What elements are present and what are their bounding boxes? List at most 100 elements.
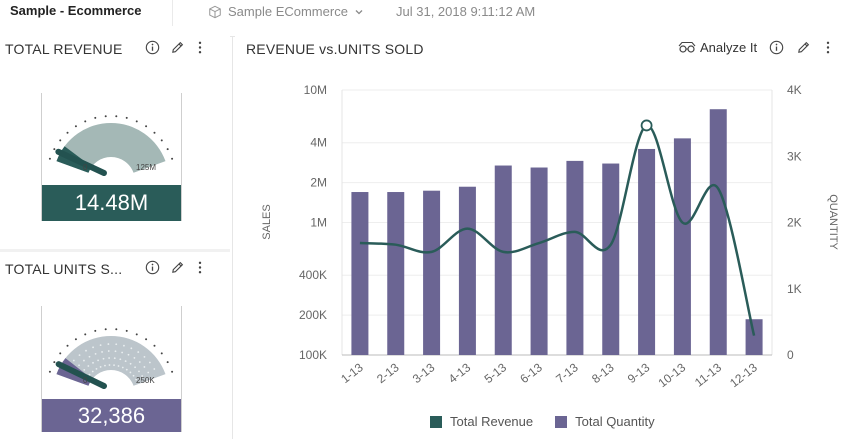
gauge-texture-dot xyxy=(78,354,81,357)
gauge-tick xyxy=(171,157,174,160)
gauge-dial xyxy=(48,115,174,176)
gauge-texture-dot xyxy=(78,364,80,367)
gauge-texture-dot xyxy=(99,366,102,368)
info-icon[interactable] xyxy=(145,40,160,55)
gauge-texture-dot xyxy=(147,371,150,374)
top-bar: Sample - Ecommerce Sample ECommerce Jul … xyxy=(0,0,846,28)
legend-label: Total Quantity xyxy=(575,414,655,429)
gauge-tick xyxy=(160,139,163,142)
gauge-texture-dot xyxy=(153,368,156,370)
revenue-value: 14.48M xyxy=(42,185,181,221)
gauge-texture-dot xyxy=(99,344,102,346)
gauge-tick xyxy=(125,116,128,119)
gauge-needle xyxy=(55,361,107,389)
gauge-tick xyxy=(160,352,163,355)
gauge-texture-dot xyxy=(148,361,151,364)
gauge-texture-dot xyxy=(133,357,136,359)
analyze-it-button[interactable]: Analyze It xyxy=(678,40,757,55)
gauge-texture-dot xyxy=(107,350,110,352)
legend-item-revenue[interactable]: Total Revenue xyxy=(430,414,533,429)
gauge-texture-dot xyxy=(95,367,98,370)
legend-label: Total Revenue xyxy=(450,414,534,429)
gauge-dial xyxy=(48,328,174,389)
column-divider xyxy=(232,36,233,439)
gauge-tick xyxy=(145,338,148,341)
revenue-gauge: 0 125M 14.48M xyxy=(41,93,182,221)
gauge-tick xyxy=(145,125,148,128)
edit-pencil-icon[interactable] xyxy=(170,260,185,275)
gauge-tick xyxy=(53,148,56,151)
more-options-icon[interactable] xyxy=(195,260,205,275)
gauge-tick xyxy=(59,352,62,355)
gauge-texture-dot xyxy=(92,361,94,364)
gauge-texture-dot xyxy=(121,366,124,369)
gauge-tick xyxy=(135,333,138,336)
gauge-texture-dot xyxy=(85,349,87,352)
gauge-texture-dot xyxy=(83,359,85,362)
gauge-tick xyxy=(166,361,169,364)
gauge-tick xyxy=(166,148,169,151)
gauge-texture-dot xyxy=(138,361,141,363)
gauge-texture-dot xyxy=(130,347,133,350)
glasses-icon xyxy=(678,41,696,53)
more-options-icon[interactable] xyxy=(823,40,833,55)
gauge-texture-dot xyxy=(108,357,111,359)
gauge-texture-dot xyxy=(141,375,144,377)
widget-title: REVENUE vs.UNITS SOLD xyxy=(246,41,424,57)
refresh-timestamp: Jul 31, 2018 9:11:12 AM xyxy=(396,4,536,19)
gauge-texture-dot xyxy=(121,351,124,354)
gauge-texture-dot xyxy=(113,357,116,360)
legend-item-quantity[interactable]: Total Quantity xyxy=(555,414,655,429)
widget-gap xyxy=(0,249,230,252)
gauge-tick xyxy=(171,370,174,373)
gauge-tick xyxy=(66,344,69,347)
widget-title: TOTAL REVENUE xyxy=(5,41,123,57)
gauge-tick xyxy=(104,328,107,331)
gauge-tick xyxy=(115,115,118,118)
info-icon[interactable] xyxy=(145,260,160,275)
gauge-texture-dot xyxy=(91,370,94,373)
gauge-texture-dot xyxy=(123,344,125,347)
gauge-texture-dot xyxy=(135,378,138,381)
gauge-tick xyxy=(135,120,138,123)
gauge-texture-dot xyxy=(119,358,122,361)
gauge-texture-dot xyxy=(125,368,128,371)
gauge-tick xyxy=(84,333,87,336)
gauge-tick xyxy=(84,120,87,123)
gauge-texture-dot xyxy=(83,369,86,371)
gauge-tick xyxy=(66,131,69,134)
more-options-icon[interactable] xyxy=(195,40,205,55)
edit-pencil-icon[interactable] xyxy=(796,40,811,55)
gauge-texture-dot xyxy=(72,359,75,362)
gauge-texture-dot xyxy=(87,365,90,367)
analyze-it-label: Analyze It xyxy=(700,40,758,55)
gauge-tick xyxy=(74,125,77,128)
gauge-max-label: 125M xyxy=(136,163,157,172)
total-revenue-widget: TOTAL REVENUE 0 125M 14.48M xyxy=(0,30,230,248)
edit-pencil-icon[interactable] xyxy=(170,40,185,55)
gauge-texture-dot xyxy=(124,360,127,363)
gauge-texture-dot xyxy=(114,350,117,353)
gauge-texture-dot xyxy=(108,364,111,366)
gauge-texture-dot xyxy=(129,371,132,374)
gauge-texture-dot xyxy=(143,355,146,358)
legend-swatch xyxy=(430,415,442,428)
info-icon[interactable] xyxy=(769,40,784,55)
gauge-texture-dot xyxy=(88,355,91,358)
gauge-texture-dot xyxy=(101,351,103,353)
cube-icon xyxy=(209,5,221,18)
dashboard-title: Sample - Ecommerce xyxy=(10,3,142,18)
gauge-tick xyxy=(153,344,156,347)
chart-legend: Total Revenue Total Quantity xyxy=(430,414,655,429)
gauge-tick xyxy=(153,131,156,134)
units-gauge: 0 250K 32,386 xyxy=(41,306,182,432)
data-source-selector[interactable]: Sample ECommerce xyxy=(208,4,364,19)
gauge-texture-dot xyxy=(134,366,136,369)
gauge-tick xyxy=(94,116,97,119)
gauge-texture-dot xyxy=(102,357,105,360)
total-units-widget: TOTAL UNITS S... 0 250K 32,386 xyxy=(0,252,230,439)
widget-toolbar: Analyze It xyxy=(678,40,833,55)
header-divider xyxy=(172,0,173,26)
gauge-min-label: 0 xyxy=(83,163,88,172)
gauge-tick xyxy=(53,361,56,364)
